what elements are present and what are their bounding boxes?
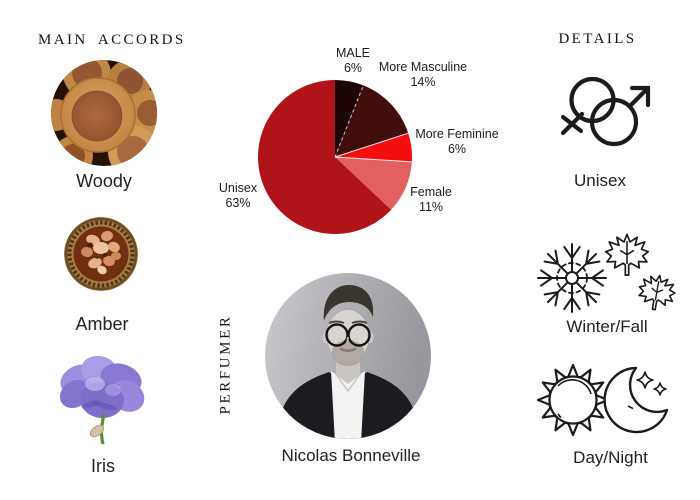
accord-label-amber: Amber <box>75 314 129 334</box>
pie-label-unisex-name: Unisex <box>218 181 258 195</box>
amber-resin-bowl-photo <box>64 217 138 291</box>
pie-label-more-feminine-pct: 6% <box>447 142 467 156</box>
pie-label-female-pct: 11% <box>418 200 444 214</box>
iris-flower-photo <box>59 355 145 445</box>
sun-icon <box>536 363 610 437</box>
snowflake-arm <box>563 243 581 272</box>
pie-boundary-line <box>334 156 412 163</box>
wood-slices-photo <box>51 60 157 166</box>
detail-label-day-night: Day/Night <box>573 448 648 467</box>
star-sparkle-icons <box>636 371 667 396</box>
snowflake-and-maple-leaves-icon <box>537 233 676 313</box>
snowflake-arm <box>578 269 607 287</box>
details-heading: DETAILS <box>558 31 637 47</box>
pie-label-unisex: Unisex 63% <box>178 181 298 211</box>
perfumer-portrait-photo <box>265 273 431 439</box>
perfumer-name: Nicolas Bonneville <box>281 446 421 465</box>
snowflake-arm <box>543 281 569 307</box>
pie-slice-more-feminine <box>335 133 413 162</box>
pie-label-unisex-pct: 63% <box>225 196 251 210</box>
snowflake-arm <box>537 269 566 287</box>
accord-label-iris: Iris <box>91 456 115 476</box>
pie-label-more-feminine-name: More Feminine <box>415 127 499 141</box>
pie-boundary-line <box>334 85 364 158</box>
pie-label-male-name: MALE <box>335 46 371 60</box>
snowflake-arm <box>575 249 601 275</box>
accord-label-woody: Woody <box>76 171 132 191</box>
snowflake-arm <box>563 284 581 313</box>
detail-label-unisex: Unisex <box>574 171 626 190</box>
pie-label-male: MALE 6% <box>293 46 413 76</box>
gender-split-pie-chart <box>257 80 413 235</box>
pie-label-more-masculine: More Masculine 14% <box>362 60 484 90</box>
pie-slice-female <box>335 157 412 210</box>
maple-leaf-icon-large <box>604 233 650 276</box>
snowflake-icon <box>537 243 607 313</box>
moon-icon <box>603 366 669 434</box>
iris-petals <box>59 355 145 419</box>
pie-label-more-masculine-name: More Masculine <box>378 60 468 74</box>
sun-and-moon-icon <box>536 363 669 437</box>
pie-label-female-name: Female <box>410 185 452 199</box>
iris-bud <box>89 424 105 438</box>
gender-unisex-icon <box>560 76 651 147</box>
pie-label-more-masculine-pct: 14% <box>410 75 436 89</box>
pie-label-male-pct: 6% <box>343 61 363 75</box>
female-symbol-cross <box>560 111 585 136</box>
male-symbol-arrow <box>627 85 651 109</box>
maple-leaf-icon-small <box>638 274 676 311</box>
pie-label-female: Female 11% <box>372 185 490 215</box>
pie-label-more-feminine: More Feminine 6% <box>396 127 518 157</box>
pie-slice-unisex <box>257 80 392 235</box>
male-symbol-circle <box>589 97 639 147</box>
perfumer-heading: PERFUMER <box>217 314 234 415</box>
snowflake-arm <box>543 249 569 275</box>
snowflake-arm <box>575 281 601 307</box>
pie-boundary-line <box>334 132 409 158</box>
main-accords-heading: MAIN ACCORDS <box>38 32 186 48</box>
detail-label-winter-fall: Winter/Fall <box>566 317 648 336</box>
